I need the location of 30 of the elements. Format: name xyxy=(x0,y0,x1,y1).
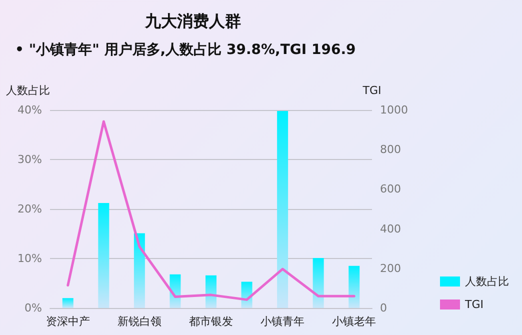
y2-tick-label: 0 xyxy=(380,302,387,314)
legend-label: 人数占比 xyxy=(465,275,509,288)
chart-subtitle: • "小镇青年" 用户居多,人数占比 39.8%,TGI 196.9 xyxy=(15,41,356,58)
legend-label: TGI xyxy=(464,298,484,311)
y2-tick-label: 400 xyxy=(380,222,401,236)
y-tick-label: 0% xyxy=(24,302,42,314)
line-series xyxy=(66,120,356,301)
bar xyxy=(348,266,360,308)
y2-tick-label: 600 xyxy=(380,182,401,196)
bar xyxy=(98,203,110,308)
y2-tick-label: 1000 xyxy=(380,104,408,116)
y-tick-label: 40% xyxy=(18,104,42,116)
x-tick-label: 小镇老年 xyxy=(332,315,376,328)
bar xyxy=(312,258,324,308)
x-tick-label: 新锐白领 xyxy=(117,315,162,328)
bar xyxy=(134,233,145,308)
y-axis-title: 人数占比 xyxy=(6,84,50,97)
x-tick-label: 都市银发 xyxy=(189,315,233,328)
bar xyxy=(62,298,74,308)
y-tick-label: 30% xyxy=(18,153,42,166)
y2-tick-label: 800 xyxy=(380,143,401,156)
x-tick-label: 小镇青年 xyxy=(260,315,305,328)
y-tick-label: 20% xyxy=(18,202,42,216)
bar xyxy=(206,275,216,308)
x-tick-label: 资深中产 xyxy=(46,315,90,328)
y-tick-label: 10% xyxy=(18,252,42,265)
chart-title: 九大消费人群 xyxy=(144,12,241,30)
y2-axis-title: TGI xyxy=(362,84,382,97)
y2-tick-label: 200 xyxy=(380,262,401,275)
bar xyxy=(277,110,288,308)
